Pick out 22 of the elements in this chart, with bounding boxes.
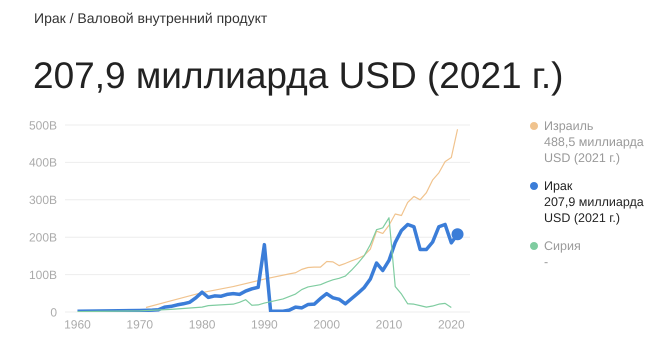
legend-label: Израиль bbox=[544, 118, 594, 134]
legend-label: Сирия bbox=[544, 238, 582, 254]
x-tick-label: 2010 bbox=[376, 318, 403, 332]
x-tick-label: 1990 bbox=[251, 318, 278, 332]
x-tick-label: 2000 bbox=[313, 318, 340, 332]
text: - bbox=[544, 254, 550, 270]
chart-title: 207,9 миллиарда USD (2021 г.) bbox=[33, 55, 564, 97]
y-tick-label: 200B bbox=[28, 230, 57, 244]
y-tick-label: 100B bbox=[28, 268, 57, 282]
y-tick-label: 300B bbox=[28, 193, 57, 208]
x-tick-label: 1970 bbox=[126, 318, 154, 332]
chart-subtitle: Ирак / Валовой внутренний продукт bbox=[34, 10, 268, 26]
x-tick-label: 1980 bbox=[188, 318, 216, 332]
x-tick-label: 1960 bbox=[64, 318, 92, 332]
text: 207,9 миллиарда USD (2021 г.) bbox=[544, 194, 645, 226]
y-tick-label: 0 bbox=[50, 305, 58, 320]
y-tick-label: 500B bbox=[28, 118, 57, 132]
line-series bbox=[145, 128, 458, 308]
text: 488,5 миллиарда USD (2021 г.) bbox=[544, 134, 645, 166]
legend-label: Ирак bbox=[544, 178, 574, 194]
y-tick-label: 400B bbox=[28, 156, 57, 170]
x-tick-label: 2020 bbox=[438, 318, 465, 332]
